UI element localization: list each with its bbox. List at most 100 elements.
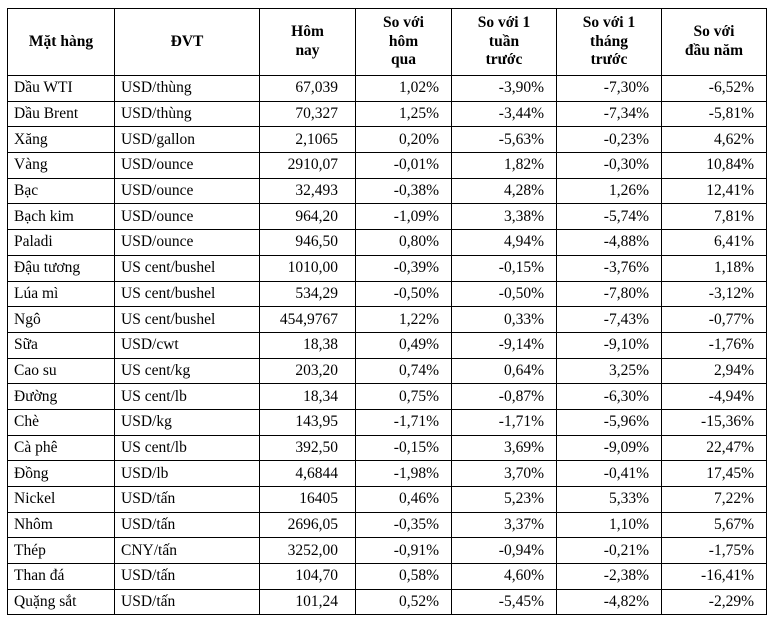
vs-ytd-cell: -16,41% (661, 563, 767, 590)
vs-yesterday-cell: 0,46% (355, 486, 452, 513)
today-cell: 1010,00 (259, 254, 356, 282)
unit-cell: USD/ounce (114, 177, 260, 205)
vs-week-cell: -3,44% (451, 100, 557, 128)
header-vs-ytd: So với đầu năm (661, 8, 767, 76)
table-row: Vàng USD/ounce 2910,07 -0,01% 1,82% -0,30% 10,… (7, 152, 767, 179)
vs-week-cell: -0,94% (451, 537, 557, 565)
vs-yesterday-cell: 0,58% (355, 563, 452, 590)
vs-week-cell: 5,23% (451, 486, 557, 513)
commodity-cell: Than đá (7, 563, 115, 590)
vs-ytd-cell: 10,84% (661, 152, 767, 179)
table-body: Dầu WTI USD/thùng 67,039 1,02% -3,90% -7,30% -… (7, 75, 767, 616)
vs-ytd-cell: 4,62% (661, 126, 767, 154)
commodity-cell: Dầu WTI (7, 75, 115, 102)
vs-yesterday-cell: -0,39% (355, 254, 452, 282)
today-cell: 454,9767 (259, 306, 356, 333)
unit-cell: USD/ounce (114, 203, 260, 231)
commodity-cell: Nhôm (7, 511, 115, 539)
unit-cell: USD/cwt (114, 331, 260, 359)
table-row: Than đá USD/tấn 104,70 0,58% 4,60% -2,38% -16,… (7, 563, 767, 590)
vs-month-cell: -9,09% (556, 434, 662, 462)
vs-ytd-cell: -5,81% (661, 100, 767, 128)
today-cell: 2,1065 (259, 126, 356, 154)
vs-month-cell: 1,26% (556, 177, 662, 205)
vs-ytd-cell: -6,52% (661, 75, 767, 102)
table-row: Nhôm USD/tấn 2696,05 -0,35% 3,37% 1,10% 5,67% (7, 511, 767, 539)
vs-ytd-cell: 6,41% (661, 229, 767, 256)
today-cell: 392,50 (259, 434, 356, 462)
commodity-cell: Bạch kim (7, 203, 115, 231)
vs-ytd-cell: -15,36% (661, 408, 767, 436)
vs-month-cell: 3,25% (556, 357, 662, 385)
vs-yesterday-cell: -1,71% (355, 408, 452, 436)
today-cell: 101,24 (259, 588, 356, 616)
commodity-cell: Thép (7, 537, 115, 565)
today-cell: 143,95 (259, 408, 356, 436)
vs-week-cell: -0,15% (451, 254, 557, 282)
vs-month-cell: -0,41% (556, 460, 662, 487)
vs-week-cell: 0,33% (451, 306, 557, 333)
vs-month-cell: 1,10% (556, 511, 662, 539)
vs-ytd-cell: -0,77% (661, 306, 767, 333)
unit-cell: US cent/lb (114, 383, 260, 410)
vs-week-cell: 0,64% (451, 357, 557, 385)
vs-month-cell: -5,74% (556, 203, 662, 231)
unit-cell: USD/tấn (114, 511, 260, 539)
table-row: Đường US cent/lb 18,34 0,75% -0,87% -6,30% -4,… (7, 383, 767, 410)
vs-week-cell: 3,69% (451, 434, 557, 462)
unit-cell: CNY/tấn (114, 537, 260, 565)
table-row: Lúa mì US cent/bushel 534,29 -0,50% -0,50% -7… (7, 280, 767, 308)
vs-week-cell: 3,38% (451, 203, 557, 231)
table-row: Thép CNY/tấn 3252,00 -0,91% -0,94% -0,21% -1,7… (7, 537, 767, 565)
vs-ytd-cell: -2,29% (661, 588, 767, 616)
table-row: Dầu Brent USD/thùng 70,327 1,25% -3,44% -7,34… (7, 100, 767, 128)
commodity-cell: Ngô (7, 306, 115, 333)
vs-yesterday-cell: 0,74% (355, 357, 452, 385)
vs-yesterday-cell: 0,80% (355, 229, 452, 256)
vs-week-cell: -9,14% (451, 331, 557, 359)
table-row: Cà phê US cent/lb 392,50 -0,15% 3,69% -9,09% 2… (7, 434, 767, 462)
vs-week-cell: 4,94% (451, 229, 557, 256)
today-cell: 18,38 (259, 331, 356, 359)
unit-cell: US cent/bushel (114, 306, 260, 333)
header-vs-month: So với 1 tháng trước (556, 8, 662, 76)
today-cell: 104,70 (259, 563, 356, 590)
today-cell: 964,20 (259, 203, 356, 231)
table-row: Xăng USD/gallon 2,1065 0,20% -5,63% -0,23% 4,6… (7, 126, 767, 154)
commodity-cell: Chè (7, 408, 115, 436)
table-row: Sữa USD/cwt 18,38 0,49% -9,14% -9,10% -1,76% (7, 331, 767, 359)
commodity-cell: Cà phê (7, 434, 115, 462)
today-cell: 4,6844 (259, 460, 356, 487)
table-row: Chè USD/kg 143,95 -1,71% -1,71% -5,96% -15,36% (7, 408, 767, 436)
commodity-cell: Sữa (7, 331, 115, 359)
vs-week-cell: -0,50% (451, 280, 557, 308)
vs-yesterday-cell: 0,52% (355, 588, 452, 616)
vs-month-cell: -9,10% (556, 331, 662, 359)
today-cell: 534,29 (259, 280, 356, 308)
header-unit: ĐVT (114, 8, 260, 76)
vs-yesterday-cell: -1,09% (355, 203, 452, 231)
vs-ytd-cell: -4,94% (661, 383, 767, 410)
vs-ytd-cell: -1,76% (661, 331, 767, 359)
today-cell: 67,039 (259, 75, 356, 102)
vs-ytd-cell: 5,67% (661, 511, 767, 539)
vs-month-cell: -5,96% (556, 408, 662, 436)
today-cell: 3252,00 (259, 537, 356, 565)
vs-ytd-cell: 2,94% (661, 357, 767, 385)
vs-week-cell: -5,45% (451, 588, 557, 616)
commodity-cell: Đậu tương (7, 254, 115, 282)
vs-month-cell: -4,88% (556, 229, 662, 256)
unit-cell: USD/kg (114, 408, 260, 436)
header-commodity: Mặt hàng (7, 8, 115, 76)
commodity-cell: Cao su (7, 357, 115, 385)
vs-week-cell: 1,82% (451, 152, 557, 179)
vs-week-cell: -3,90% (451, 75, 557, 102)
header-vs-yesterday: So với hôm qua (355, 8, 452, 76)
vs-month-cell: -0,30% (556, 152, 662, 179)
vs-month-cell: -7,43% (556, 306, 662, 333)
vs-month-cell: -7,30% (556, 75, 662, 102)
vs-week-cell: 3,37% (451, 511, 557, 539)
vs-yesterday-cell: 1,22% (355, 306, 452, 333)
vs-week-cell: 4,28% (451, 177, 557, 205)
